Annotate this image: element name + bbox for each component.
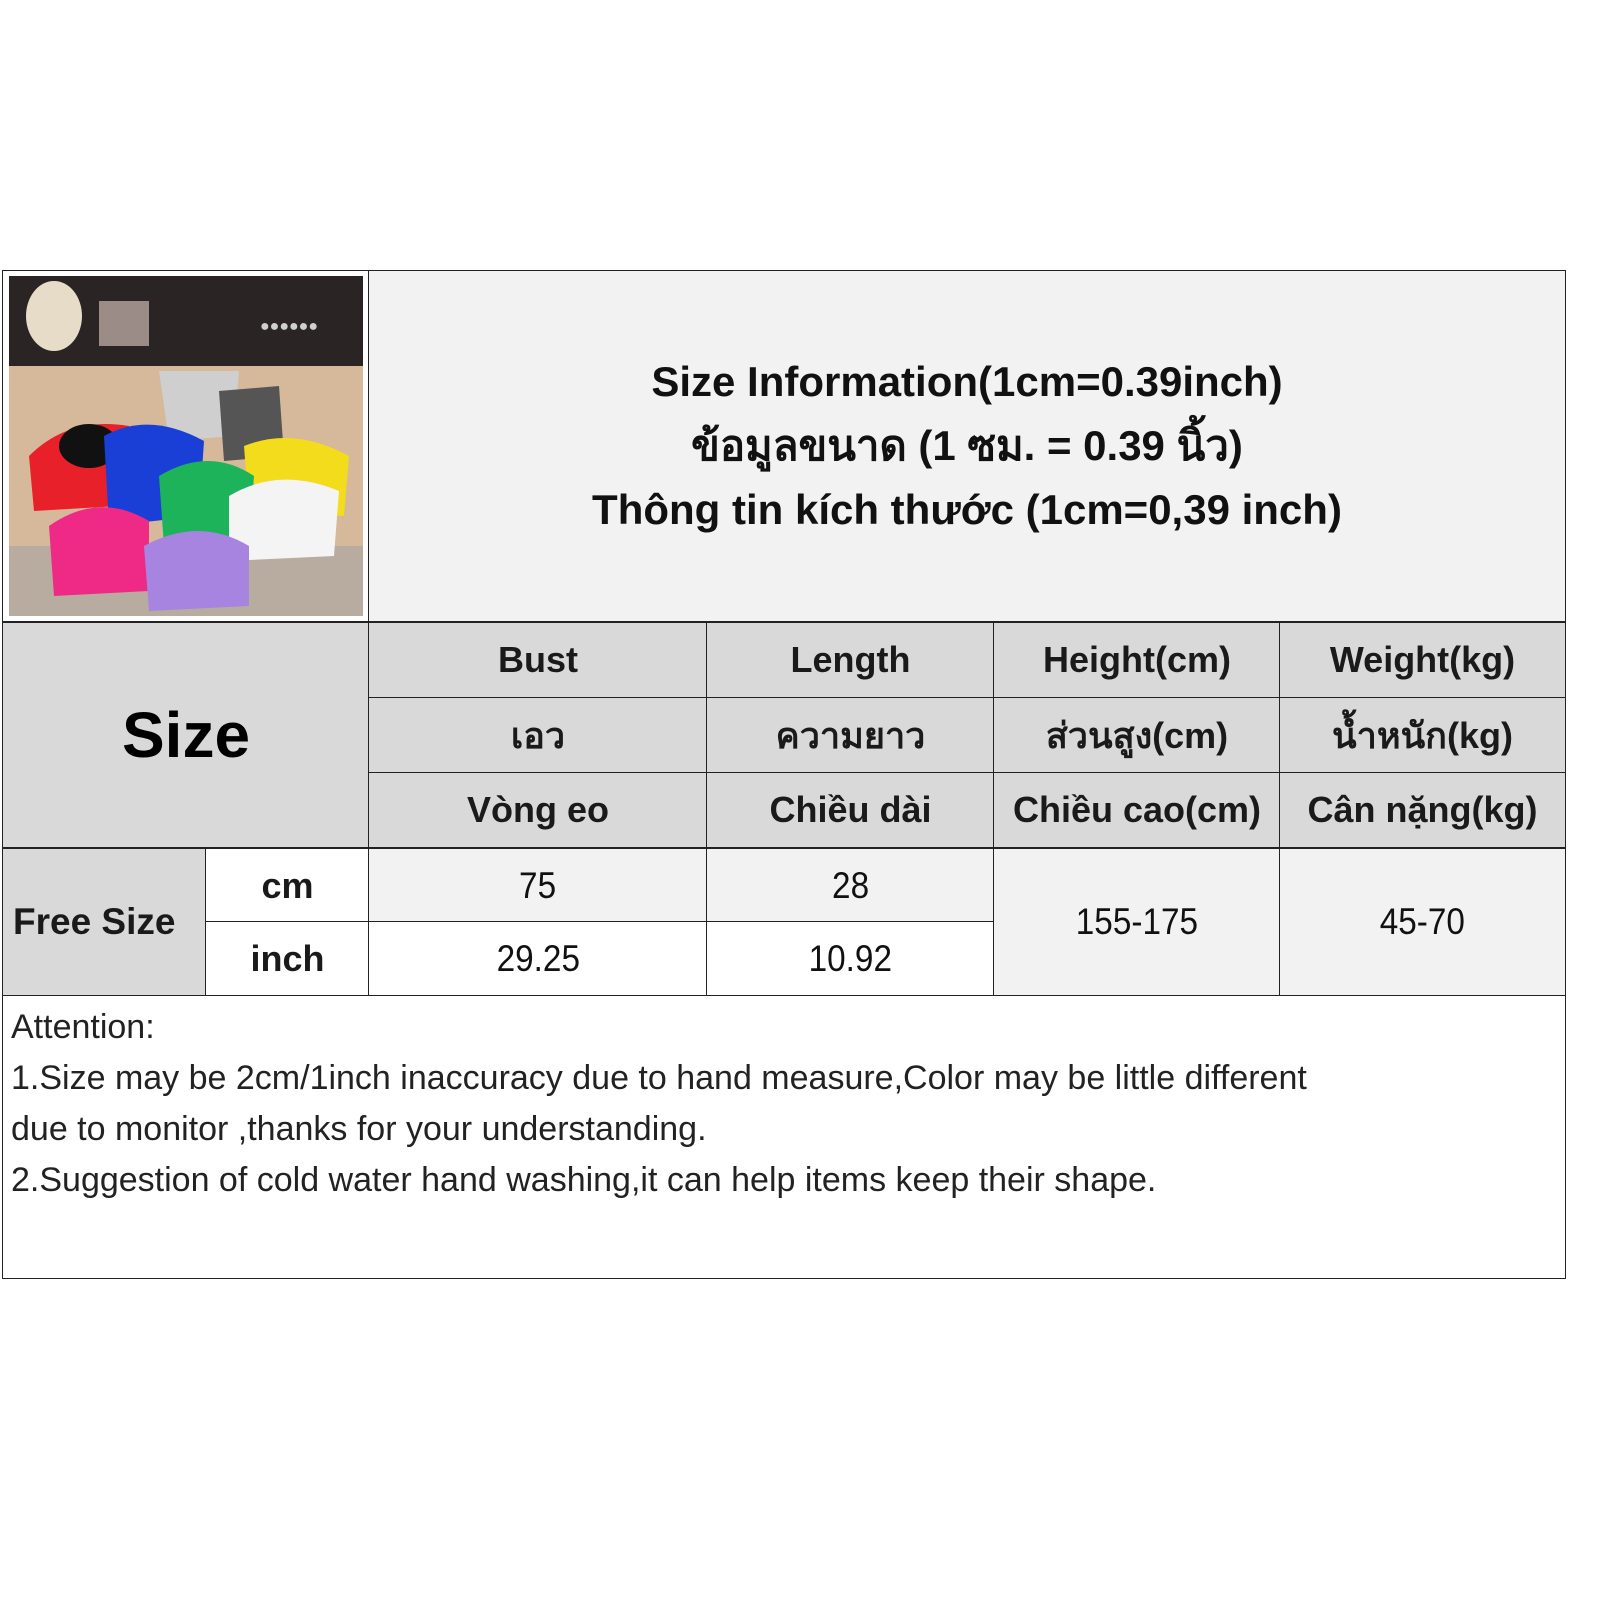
- height-range-value: 155-175: [1075, 901, 1199, 942]
- row-label-free-size: Free Size: [2, 848, 207, 996]
- attention-note-2: 2.Suggestion of cold water hand washing,…: [11, 1161, 1157, 1199]
- weight-range-value: 45-70: [1379, 901, 1466, 942]
- title-vietnamese: Thông tin kích thước (1cm=0,39 inch): [592, 486, 1342, 533]
- header-weight-en: Weight(kg): [1279, 622, 1566, 698]
- unit-inch: inch: [205, 921, 370, 996]
- title-english: Size Information(1cm=0.39inch): [651, 358, 1283, 405]
- bust-inch-value: 29.25: [496, 937, 580, 979]
- header-bust-vi: Vòng eo: [368, 772, 708, 848]
- unit-cm: cm: [205, 848, 370, 923]
- header-length-vi: Chiều dài: [706, 772, 995, 848]
- product-photo: ●●●●●●: [9, 276, 363, 616]
- header-bust-en: Bust: [368, 622, 708, 698]
- header-height-th: ส่วนสูง(cm): [993, 697, 1281, 773]
- attention-notes: Attention: 1.Size may be 2cm/1inch inacc…: [2, 996, 1566, 1279]
- length-inch-value: 10.92: [808, 937, 893, 979]
- size-header: Size: [2, 622, 370, 848]
- attention-note-1: 1.Size may be 2cm/1inch inaccuracy due t…: [11, 1059, 1307, 1148]
- size-header-label: Size: [121, 699, 251, 771]
- header-weight-vi: Cân nặng(kg): [1279, 772, 1566, 848]
- header-length-th: ความยาว: [706, 697, 995, 773]
- svg-text:●●●●●●: ●●●●●●: [260, 318, 318, 335]
- header-bust-th: เอว: [368, 697, 708, 773]
- header-height-en: Height(cm): [993, 622, 1281, 698]
- length-cm-value: 28: [831, 864, 870, 906]
- height-range: 155-175: [993, 848, 1281, 996]
- bust-inch: 29.25: [368, 921, 708, 996]
- title-cell: Size Information(1cm=0.39inch) ข้อมูลขนา…: [368, 270, 1566, 622]
- product-photo-cell: ●●●●●●: [2, 270, 370, 622]
- header-length-en: Length: [706, 622, 995, 698]
- title-thai: ข้อมูลขนาด (1 ซม. = 0.39 นิ้ว): [691, 422, 1243, 469]
- bust-cm-value: 75: [519, 864, 557, 906]
- length-inch: 10.92: [706, 921, 995, 996]
- attention-heading: Attention:: [11, 1008, 155, 1046]
- header-height-vi: Chiều cao(cm): [993, 772, 1281, 848]
- weight-range: 45-70: [1279, 848, 1566, 996]
- length-cm: 28: [706, 848, 995, 923]
- bust-cm: 75: [368, 848, 708, 923]
- header-weight-th: น้ำหนัก(kg): [1279, 697, 1566, 773]
